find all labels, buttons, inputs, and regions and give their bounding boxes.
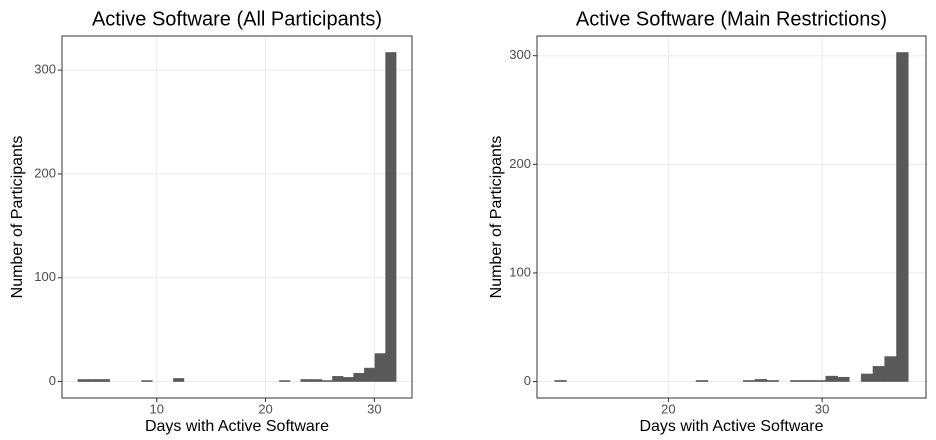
bar: [766, 380, 779, 382]
x-tick-label: 20: [661, 401, 675, 416]
bar: [311, 379, 323, 382]
y-tick-label: 200: [509, 156, 531, 171]
panel-border: [536, 35, 927, 399]
bar: [321, 380, 333, 382]
y-axis-title: Number of Participants: [488, 136, 505, 299]
bar: [813, 380, 827, 382]
y-tick-label: 300: [509, 47, 531, 62]
bar: [385, 52, 397, 382]
bar: [754, 379, 768, 382]
bar: [332, 376, 344, 382]
bar: [88, 379, 100, 382]
bar: [141, 380, 153, 382]
chart-title: Active Software (Main Restrictions): [576, 8, 887, 30]
bar: [872, 366, 885, 382]
bar: [743, 380, 756, 382]
bar: [554, 380, 567, 382]
bar: [77, 379, 89, 382]
bar: [342, 377, 354, 382]
x-tick-label: 30: [367, 401, 381, 416]
panel: [537, 36, 926, 398]
panel: [62, 36, 412, 398]
x-tick-label: 30: [815, 401, 829, 416]
x-tick-label: 10: [150, 401, 164, 416]
y-tick-label: 0: [49, 373, 56, 388]
bar: [802, 380, 815, 382]
y-tick-label: 100: [34, 269, 56, 284]
panel-border: [61, 35, 413, 399]
y-tick-label: 300: [34, 62, 56, 77]
x-axis-title: Days with Active Software: [145, 418, 329, 435]
bar: [825, 375, 838, 382]
bar: [279, 380, 291, 382]
bar: [695, 380, 709, 382]
chart-title: Active Software (All Participants): [92, 8, 382, 30]
y-tick-label: 100: [509, 264, 531, 279]
bar: [173, 378, 185, 382]
bar: [860, 373, 874, 382]
y-tick-label: 0: [524, 373, 531, 388]
bar: [896, 52, 909, 382]
bar: [364, 367, 376, 382]
x-axis-title: Days with Active Software: [639, 418, 823, 435]
bar: [884, 356, 897, 382]
bar: [300, 379, 312, 382]
x-tick-label: 20: [258, 401, 272, 416]
bar: [837, 376, 850, 382]
y-tick-label: 200: [34, 165, 56, 180]
bar: [374, 353, 386, 382]
bar: [98, 379, 111, 382]
bar: [353, 372, 365, 382]
y-axis-title: Number of Participants: [9, 136, 26, 299]
bar: [790, 380, 803, 382]
